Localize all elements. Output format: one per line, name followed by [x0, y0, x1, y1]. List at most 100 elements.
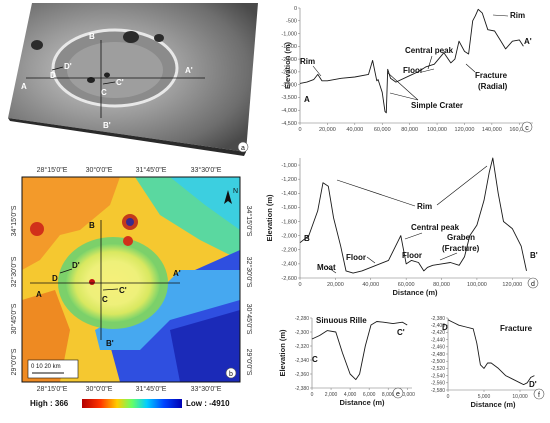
profile-series-line	[311, 321, 408, 381]
y-axis-label: Elevation (m)	[283, 41, 292, 89]
annotation-simple-crater: Simple Crater	[411, 101, 463, 110]
small-crater-map	[30, 222, 44, 236]
profile-chart-d: -1,000 -1,200 -1,400 -1,600 -1,800 -2,000 -2,2…	[265, 157, 530, 297]
y-tick-label: -2,400	[281, 262, 297, 268]
point-label-b: B	[89, 32, 95, 41]
chart-d-arrows	[325, 165, 488, 274]
endpoint-label-d: D	[442, 323, 448, 332]
map-orange-region	[22, 177, 120, 270]
x-tick-label: 5,000	[478, 394, 491, 400]
panel-letter-e: e	[396, 391, 400, 398]
x-tick-label: 140,000	[482, 127, 502, 133]
endpoint-label-b-prime: B'	[530, 251, 538, 260]
x-tick-label: 60,000	[374, 127, 391, 133]
y-tick-label: -2,460	[431, 345, 445, 351]
y-tick-label: -2,340	[295, 358, 309, 364]
lon-tick-label: 31°45'0"E	[136, 385, 167, 393]
panel-letter-badge	[225, 367, 237, 379]
annotation-graben: Graben	[447, 233, 475, 242]
x-tick-label: 40,000	[362, 282, 379, 288]
profile-chart-f: -2,380-2,400-2,420-2,440-2,460-2,480-2,5…	[431, 316, 538, 409]
lat-tick-label: 29°0'0"S	[245, 349, 253, 376]
small-crater-map	[89, 279, 95, 285]
x-axis-label: Distance (m)	[339, 398, 385, 407]
x-tick-label: 6,000	[363, 392, 376, 398]
chart-e-title: Sinuous Rille	[316, 316, 367, 325]
y-tick-label: -2,400	[431, 323, 445, 329]
panel-letter-f: f	[538, 392, 540, 399]
lat-tick-label: 32°30'0"S	[245, 257, 253, 288]
y-tick-label: -2,480	[431, 352, 445, 358]
panel-letter-b: b	[229, 371, 233, 378]
point-label-b-prime: B'	[106, 339, 114, 348]
x-tick-label: 160,000	[509, 127, 529, 133]
annotation-graben-sub: (Fracture)	[442, 244, 480, 253]
endpoint-labels: A A' B B' C C' D D'	[304, 37, 538, 389]
point-label-d: D	[50, 71, 56, 80]
y-tick-label: -1,800	[281, 219, 297, 225]
lunar-terrain-shadow	[8, 118, 246, 156]
map-orange-region	[22, 290, 70, 382]
x-tick-label: 0	[447, 394, 450, 400]
point-label-c: C	[101, 88, 107, 97]
x-tick-label: 100,000	[467, 282, 487, 288]
lon-tick-label: 30°0'0"E	[86, 166, 113, 174]
point-label-a-prime: A'	[185, 66, 193, 75]
main-crater-floor	[67, 42, 163, 98]
x-tick-label: 60,000	[398, 282, 415, 288]
y-tick-label: -3,500	[281, 95, 297, 101]
y-tick-label: -2,520	[431, 366, 445, 372]
y-tick-label: -1,600	[281, 205, 297, 211]
x-tick-label: 120,000	[455, 127, 475, 133]
x-axis-label: Distance (m)	[392, 288, 438, 297]
endpoint-label-a-prime: A'	[524, 37, 532, 46]
lat-tick-label: 34°15'0"S	[245, 206, 253, 237]
legend-low-label: Low : -4910	[186, 399, 230, 408]
profile-line-cc	[102, 81, 116, 85]
annotation-floor-2: Floor	[402, 251, 422, 260]
elevation-colorbar	[82, 399, 182, 408]
chart-c-arrows	[312, 14, 509, 101]
annotation-floor: Floor	[346, 253, 366, 262]
profile-line-dd	[51, 66, 64, 71]
x-tick-label: 0	[298, 282, 301, 288]
x-tick-label: 4,000	[344, 392, 357, 398]
x-axis-label: Distance (m)	[470, 400, 516, 409]
point-label-d: D	[52, 274, 58, 283]
y-tick-label: -1,000	[281, 163, 297, 169]
y-axis-label: Elevation (m)	[278, 329, 287, 377]
y-tick-label: -2,540	[431, 373, 445, 379]
x-tick-label: 10,000	[512, 394, 528, 400]
panel-b: 28°15'0"E 30°0'0"E 31°45'0"E 33°30'0"E 2…	[10, 166, 253, 408]
lon-tick-label: 33°30'0"E	[191, 166, 222, 174]
lat-tick-label: 34°15'0"S	[10, 205, 18, 236]
annotation-rim: Rim	[417, 202, 432, 211]
y-tick-label: -2,600	[281, 276, 297, 282]
scale-bar-label: 0 10 20 km	[31, 364, 61, 370]
y-tick-label: -2,500	[281, 70, 297, 76]
y-tick-label: -2,580	[431, 388, 445, 394]
lat-tick-label: 32°30'0"S	[10, 256, 18, 287]
small-crater	[104, 72, 110, 78]
annotation-central-peak: Central peak	[411, 223, 460, 232]
x-tick-label: 0	[311, 392, 314, 398]
y-tick-label: -2,440	[431, 337, 445, 343]
y-tick-label: -2,500	[431, 359, 445, 365]
panel-letter-badge	[237, 141, 249, 153]
y-tick-label: -4,500	[281, 121, 297, 127]
y-tick-label: -2,000	[281, 233, 297, 239]
y-tick-label: -2,380	[295, 386, 309, 392]
y-tick-label: 0	[294, 6, 297, 12]
y-tick-label: -2,360	[295, 372, 309, 378]
lon-tick-label: 30°0'0"E	[86, 385, 113, 393]
profile-line-dd	[59, 268, 73, 274]
panel-letters: c d e f	[392, 121, 545, 400]
annotation-floor: Floor	[403, 66, 423, 75]
annotation-fracture: Fracture	[475, 71, 508, 80]
lon-tick-label: 31°45'0"E	[136, 166, 167, 174]
y-tick-label: -2,200	[281, 248, 297, 254]
y-tick-label: -1,200	[281, 177, 297, 183]
point-label-b-prime: B'	[103, 121, 111, 130]
